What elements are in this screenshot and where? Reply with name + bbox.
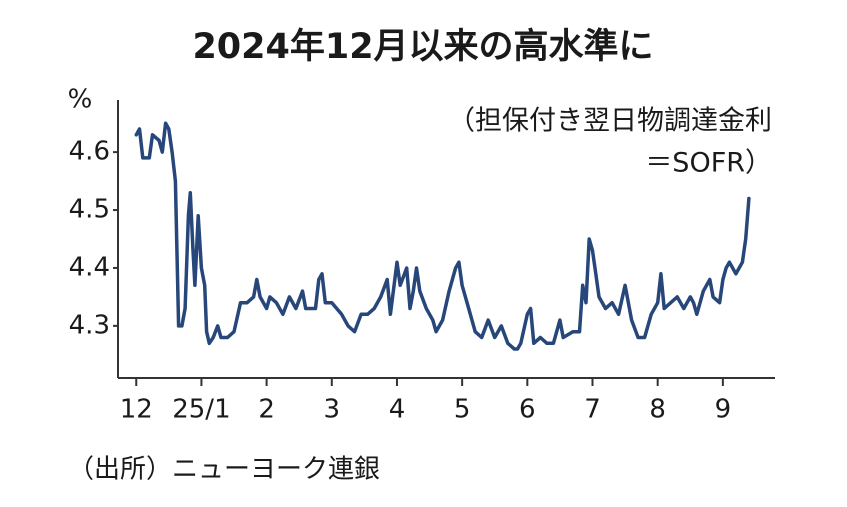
x-tick-label: 4 bbox=[389, 395, 406, 425]
source-note: （出所）ニューヨーク連銀 bbox=[68, 455, 380, 485]
x-tick-label: 9 bbox=[715, 395, 732, 425]
y-tick-label: 4.3 bbox=[69, 310, 110, 340]
x-tick-label: 5 bbox=[454, 395, 471, 425]
x-tick-label: 7 bbox=[584, 395, 601, 425]
y-tick-label: 4.4 bbox=[69, 252, 110, 282]
y-tick-label: 4.5 bbox=[69, 195, 110, 225]
data-line bbox=[134, 121, 751, 351]
chart-title: 2024年12月以来の高水準に bbox=[192, 27, 653, 67]
x-tick-label: 3 bbox=[324, 395, 341, 425]
annotation: ＝SOFR） bbox=[645, 148, 772, 179]
annotation: （担保付き翌日物調達金利 bbox=[448, 106, 772, 137]
y-tick-label: 4.6 bbox=[69, 137, 110, 167]
x-tick-label: 8 bbox=[649, 395, 666, 425]
x-tick-label: 12 bbox=[120, 395, 153, 425]
x-tick-label: 6 bbox=[519, 395, 536, 425]
y-unit: % bbox=[68, 85, 93, 115]
x-tick-label: 25/1 bbox=[172, 395, 230, 425]
x-tick-label: 2 bbox=[258, 395, 275, 425]
